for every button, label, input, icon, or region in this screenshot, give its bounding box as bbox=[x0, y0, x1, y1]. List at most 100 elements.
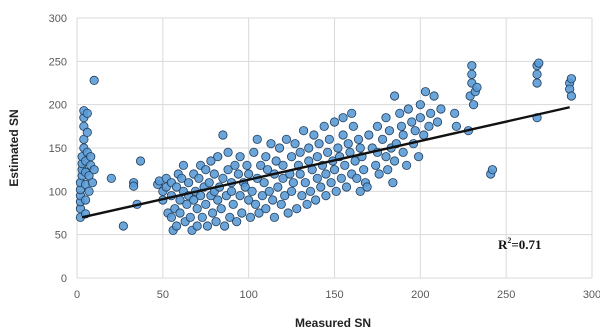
data-point bbox=[183, 178, 194, 188]
data-point bbox=[237, 208, 247, 218]
data-point bbox=[347, 108, 357, 118]
data-point bbox=[206, 156, 216, 166]
data-point bbox=[177, 173, 187, 183]
data-point bbox=[209, 169, 219, 179]
data-points bbox=[75, 58, 577, 235]
data-point bbox=[451, 121, 461, 131]
x-tick-label: 0 bbox=[74, 289, 80, 301]
data-point bbox=[82, 127, 92, 137]
data-point bbox=[348, 121, 358, 131]
data-point bbox=[381, 152, 391, 162]
data-point bbox=[414, 152, 424, 162]
data-point bbox=[264, 186, 274, 196]
x-axis-title: Measured SN bbox=[295, 316, 371, 330]
data-point bbox=[240, 182, 250, 192]
data-point bbox=[175, 208, 185, 218]
x-tick-label: 300 bbox=[583, 289, 600, 301]
data-point bbox=[82, 108, 92, 118]
data-point bbox=[377, 134, 388, 144]
data-point bbox=[257, 191, 267, 201]
data-point bbox=[286, 152, 297, 162]
y-tick-label: 50 bbox=[55, 230, 67, 242]
data-point bbox=[371, 160, 381, 170]
data-point bbox=[216, 204, 226, 214]
data-point bbox=[300, 178, 310, 188]
data-point bbox=[278, 160, 288, 170]
data-point bbox=[204, 178, 214, 188]
data-point bbox=[213, 152, 223, 162]
data-point bbox=[87, 178, 98, 188]
x-tick-label: 50 bbox=[157, 289, 169, 301]
data-point bbox=[230, 160, 240, 170]
x-tick-label: 100 bbox=[239, 289, 257, 301]
data-point bbox=[410, 126, 420, 136]
data-point bbox=[532, 78, 542, 88]
data-point bbox=[84, 186, 94, 196]
data-point bbox=[242, 160, 252, 170]
data-point bbox=[266, 139, 276, 149]
data-point bbox=[407, 117, 417, 127]
data-point bbox=[532, 69, 542, 79]
data-point bbox=[338, 130, 348, 140]
data-point bbox=[374, 169, 384, 179]
data-point bbox=[450, 108, 460, 118]
data-point bbox=[262, 165, 273, 175]
data-point bbox=[286, 186, 297, 196]
data-point bbox=[341, 182, 352, 192]
data-point bbox=[333, 143, 343, 153]
data-point bbox=[467, 69, 477, 79]
r-squared-annotation: R2=0.71 bbox=[498, 236, 542, 252]
data-point bbox=[226, 186, 237, 196]
data-point bbox=[189, 195, 199, 205]
data-point bbox=[436, 104, 446, 114]
data-point bbox=[290, 139, 300, 149]
data-point bbox=[383, 165, 393, 175]
data-point bbox=[323, 147, 333, 157]
data-point bbox=[223, 147, 233, 157]
data-point bbox=[201, 165, 211, 175]
data-point bbox=[321, 169, 331, 179]
data-point bbox=[415, 100, 425, 110]
data-point bbox=[352, 173, 362, 183]
data-point bbox=[278, 173, 288, 183]
data-point bbox=[355, 186, 365, 196]
y-tick-label: 150 bbox=[49, 143, 67, 155]
data-point bbox=[312, 173, 322, 183]
data-point bbox=[381, 113, 391, 123]
data-point bbox=[178, 160, 189, 170]
data-point bbox=[331, 186, 341, 196]
data-point bbox=[135, 156, 146, 166]
data-point bbox=[329, 165, 340, 175]
data-point bbox=[220, 221, 230, 231]
data-point bbox=[398, 130, 408, 140]
data-point bbox=[249, 147, 259, 157]
data-point bbox=[305, 186, 316, 196]
gridlines bbox=[76, 17, 593, 279]
data-point bbox=[419, 130, 429, 140]
data-point bbox=[297, 191, 307, 201]
data-point bbox=[398, 147, 408, 157]
data-point bbox=[247, 186, 257, 196]
data-point bbox=[343, 139, 353, 149]
x-tick-label: 200 bbox=[411, 289, 429, 301]
data-point bbox=[280, 191, 290, 201]
y-tick-label: 200 bbox=[49, 100, 67, 112]
data-point bbox=[467, 61, 477, 71]
trendline-group bbox=[81, 106, 570, 219]
data-point bbox=[252, 134, 262, 144]
data-point bbox=[166, 212, 177, 222]
data-point bbox=[254, 208, 264, 218]
x-tick-label: 150 bbox=[325, 289, 343, 301]
data-point bbox=[182, 199, 192, 209]
data-point bbox=[426, 108, 436, 118]
data-point bbox=[271, 156, 281, 166]
data-point bbox=[228, 199, 238, 209]
data-point bbox=[395, 108, 405, 118]
data-point bbox=[211, 217, 221, 227]
data-point bbox=[389, 91, 400, 101]
r-squared-base: R bbox=[498, 237, 508, 252]
data-point bbox=[295, 169, 305, 179]
data-point bbox=[261, 152, 271, 162]
data-point bbox=[256, 160, 266, 170]
data-point bbox=[359, 165, 369, 175]
